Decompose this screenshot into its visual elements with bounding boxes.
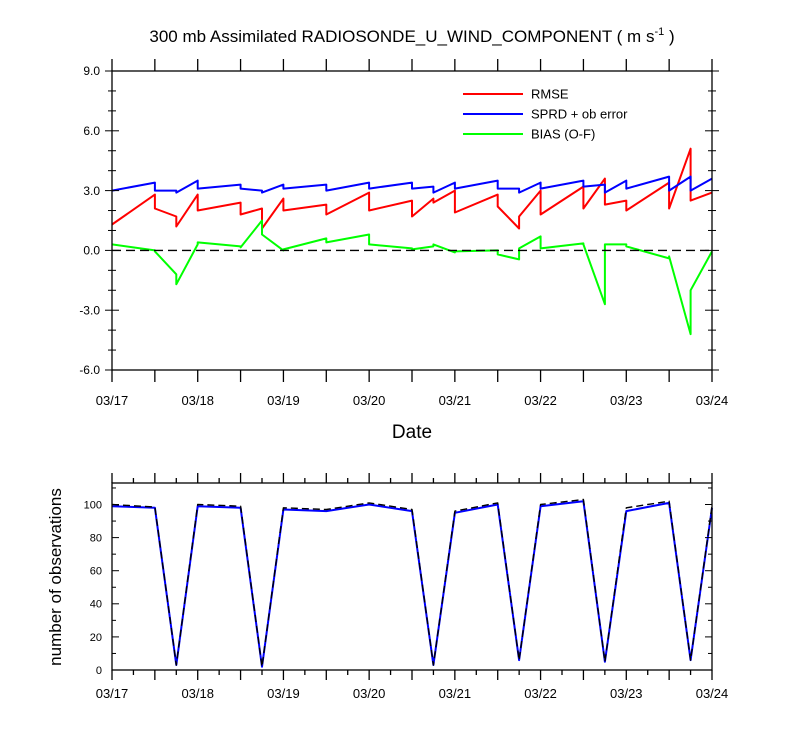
bottom-plot-axes: 0 20 40 60 80 100 03/17 03/18 03/19 03/20 03/21 03/…	[84, 473, 729, 701]
chart-title: 300 mb Assimilated RADIOSONDE_U_WIND_COM…	[149, 26, 674, 46]
x-tick-label: 03/17	[96, 686, 129, 701]
top-plot-series	[111, 147, 713, 336]
legend-label-2: BIAS (O-F)	[531, 127, 595, 142]
y-tick-label: 6.0	[83, 124, 100, 138]
x-tick-label: 03/21	[439, 393, 472, 408]
legend: RMSE SPRD + ob error BIAS (O-F)	[463, 87, 628, 142]
x-tick-label: 03/24	[696, 393, 729, 408]
x-tick-label: 03/22	[524, 393, 557, 408]
x-axis-label: Date	[392, 422, 432, 443]
x-tick-label: 03/20	[353, 686, 386, 701]
bottom-plot: 0 20 40 60 80 100 03/17 03/18 03/19 03/20 03/21 03/…	[46, 473, 728, 701]
chart-title-end: )	[664, 27, 674, 46]
x-tick-label: 03/17	[96, 393, 129, 408]
top-plot-axes: -6.0 -3.0 0.0 3.0 6.0 9.0 03/17 03/18 03/19 03/20…	[79, 59, 728, 408]
x-tick-label: 03/22	[524, 686, 557, 701]
series-line-1-1	[111, 175, 713, 194]
y-tick-label: 100	[84, 499, 102, 511]
x-tick-label: 03/19	[267, 686, 300, 701]
x-tick-label: 03/20	[353, 393, 386, 408]
y-tick-label: 0.0	[83, 244, 100, 258]
series-line-1-2	[111, 219, 713, 336]
x-tick-label: 03/23	[610, 686, 643, 701]
series-line-2-0	[111, 500, 713, 668]
y-tick-label: 80	[90, 532, 102, 544]
x-tick-label: 03/21	[439, 686, 472, 701]
y-tick-label: 40	[90, 599, 102, 611]
x-tick-label: 03/18	[181, 686, 214, 701]
legend-label-0: RMSE	[531, 87, 569, 102]
y-tick-label: 60	[90, 566, 102, 578]
x-tick-label: 03/18	[181, 393, 214, 408]
bottom-plot-series	[111, 498, 713, 668]
chart-title-main: 300 mb Assimilated RADIOSONDE_U_WIND_COM…	[149, 27, 654, 46]
chart-title-superscript: -1	[654, 26, 664, 38]
y-tick-label: 0	[96, 665, 102, 677]
series-line-2-1	[111, 498, 713, 668]
y-tick-label: -6.0	[79, 363, 100, 377]
series-line-1-0	[111, 147, 713, 230]
top-plot: 300 mb Assimilated RADIOSONDE_U_WIND_COM…	[79, 26, 728, 443]
x-tick-label: 03/19	[267, 393, 300, 408]
x-tick-label: 03/23	[610, 393, 643, 408]
legend-label-1: SPRD + ob error	[531, 107, 628, 122]
y-tick-label: 9.0	[83, 64, 100, 78]
x-tick-label: 03/24	[696, 686, 729, 701]
y-tick-label: -3.0	[79, 303, 100, 317]
y-tick-label: 3.0	[83, 184, 100, 198]
y-axis-label: number of observations	[46, 488, 65, 666]
y-tick-label: 20	[90, 632, 102, 644]
